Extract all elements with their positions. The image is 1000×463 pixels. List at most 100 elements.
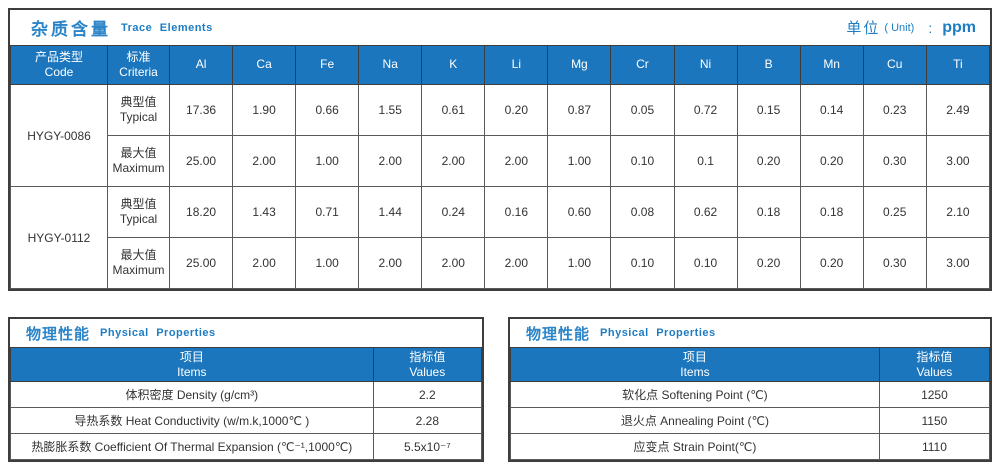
value-cell: 3.00 (925, 237, 991, 289)
value-cell: 1.43 (232, 186, 297, 238)
value-cell: 0.16 (484, 186, 549, 238)
value-cell: 0.20 (799, 237, 864, 289)
col-header-code-zh: 产品类型 (34, 50, 83, 64)
col-header-items: 项目 Items (510, 347, 880, 382)
col-header-element: Ca (232, 45, 297, 85)
criteria-cell: 最大值 Maximum (107, 237, 170, 289)
value-cell: 0.24 (421, 186, 486, 238)
section-title-en: Physical Properties (600, 327, 716, 339)
item-cell: 导热系数 Heat Conductivity (w/m.k,1000℃ ) (10, 407, 374, 434)
value-cell: 2.10 (925, 186, 991, 238)
value-cell: 5.5x10⁻⁷ (372, 433, 483, 460)
criteria-en: Maximum (112, 263, 165, 277)
value-cell: 0.18 (799, 186, 864, 238)
value-cell: 0.05 (610, 84, 675, 136)
col-header-code: 产品类型 Code (10, 45, 108, 85)
col-header-element: Ni (673, 45, 738, 85)
trace-elements-table: 产品类型 Code 标准 Criteria Al Ca Fe Na K Li Mg … (10, 45, 991, 289)
table-row: 热膨胀系数 Coefficient Of Thermal Expansion (… (10, 433, 483, 460)
value-cell: 2.00 (358, 135, 423, 187)
value-cell: 1250 (878, 381, 991, 408)
col-header-element: B (736, 45, 801, 85)
col-header-values-en: Values (916, 364, 953, 379)
value-cell: 1.00 (547, 135, 612, 187)
value-cell: 2.00 (421, 135, 486, 187)
unit-label: 单位 ( Unit) : ppm (846, 17, 976, 38)
col-header-items-en: Items (177, 364, 207, 379)
col-header-items: 项目 Items (10, 347, 374, 382)
physical-properties-right-section: 物理性能 Physical Properties 项目 Items 指标值 Valu… (508, 317, 992, 462)
product-code-cell: HYGY-0112 (10, 186, 108, 289)
value-cell: 2.49 (925, 84, 991, 136)
col-header-element: Cr (610, 45, 675, 85)
value-cell: 2.00 (484, 237, 549, 289)
criteria-zh: 最大值 (120, 146, 157, 160)
value-cell: 1.90 (232, 84, 297, 136)
criteria-zh: 最大值 (120, 248, 157, 262)
table-row: 导热系数 Heat Conductivity (w/m.k,1000℃ ) 2.… (10, 407, 483, 434)
criteria-en: Typical (119, 212, 158, 226)
item-cell: 软化点 Softening Point (℃) (510, 381, 880, 408)
value-cell: 25.00 (168, 237, 234, 289)
col-header-element: Li (484, 45, 549, 85)
trace-elements-title-bar: 杂质含量 Trace Elements 单位 ( Unit) : ppm (10, 10, 990, 45)
col-header-values-zh: 指标值 (916, 349, 953, 364)
table-row: 体积密度 Density (g/cm³) 2.2 (10, 381, 483, 408)
criteria-cell: 最大值 Maximum (107, 135, 170, 187)
col-header-element: K (421, 45, 486, 85)
value-cell: 0.15 (736, 84, 801, 136)
col-header-element: Ti (925, 45, 991, 85)
col-header-element: Cu (862, 45, 927, 85)
criteria-en: Maximum (112, 161, 165, 175)
value-cell: 0.30 (862, 237, 927, 289)
value-cell: 2.00 (232, 135, 297, 187)
value-cell: 0.14 (799, 84, 864, 136)
col-header-values: 指标值 Values (878, 347, 991, 382)
physical-header-row: 项目 Items 指标值 Values (510, 347, 991, 382)
col-header-code-en: Code (44, 65, 74, 79)
item-cell: 退火点 Annealing Point (℃) (510, 407, 880, 434)
physical-header-row: 项目 Items 指标值 Values (10, 347, 483, 382)
criteria-en: Typical (119, 110, 158, 124)
table-row: 软化点 Softening Point (℃) 1250 (510, 381, 991, 408)
physical-left-title-bar: 物理性能 Physical Properties (10, 319, 482, 347)
unit-colon: : (928, 19, 933, 36)
value-cell: 2.00 (421, 237, 486, 289)
value-cell: 0.08 (610, 186, 675, 238)
value-cell: 1.00 (295, 237, 360, 289)
physical-properties-left-section: 物理性能 Physical Properties 项目 Items 指标值 Valu… (8, 317, 484, 462)
value-cell: 0.61 (421, 84, 486, 136)
col-header-items-en: Items (680, 364, 710, 379)
section-title-en: Physical Properties (100, 327, 216, 339)
value-cell: 0.10 (610, 135, 675, 187)
value-cell: 0.60 (547, 186, 612, 238)
value-cell: 17.36 (168, 84, 234, 136)
physical-right-title-bar: 物理性能 Physical Properties (510, 319, 990, 347)
section-title-zh: 物理性能 (26, 325, 91, 343)
value-cell: 1.00 (295, 135, 360, 187)
value-cell: 0.66 (295, 84, 360, 136)
value-cell: 1.55 (358, 84, 423, 136)
value-cell: 0.20 (799, 135, 864, 187)
table-row: 最大值 Maximum 25.00 2.00 1.00 2.00 2.00 2.0… (11, 237, 991, 289)
value-cell: 0.20 (736, 237, 801, 289)
value-cell: 0.1 (673, 135, 738, 187)
col-header-values-zh: 指标值 (409, 349, 446, 364)
unit-value: ppm (942, 18, 976, 36)
value-cell: 0.18 (736, 186, 801, 238)
table-row: HYGY-0112 典型值 Typical 18.20 1.43 0.71 1.4… (10, 186, 991, 289)
col-header-element: Fe (295, 45, 360, 85)
col-header-element: Na (358, 45, 423, 85)
trace-elements-section: 杂质含量 Trace Elements 单位 ( Unit) : ppm 产品类… (8, 8, 992, 291)
value-cell: 2.00 (358, 237, 423, 289)
col-header-criteria-zh: 标准 (126, 50, 151, 64)
col-header-items-zh: 项目 (179, 349, 204, 364)
value-cell: 0.10 (673, 237, 738, 289)
criteria-zh: 典型值 (120, 197, 157, 211)
value-cell: 25.00 (168, 135, 234, 187)
col-header-values-en: Values (409, 364, 446, 379)
value-cell: 1150 (878, 407, 991, 434)
criteria-zh: 典型值 (120, 95, 157, 109)
value-cell: 1110 (878, 433, 991, 460)
